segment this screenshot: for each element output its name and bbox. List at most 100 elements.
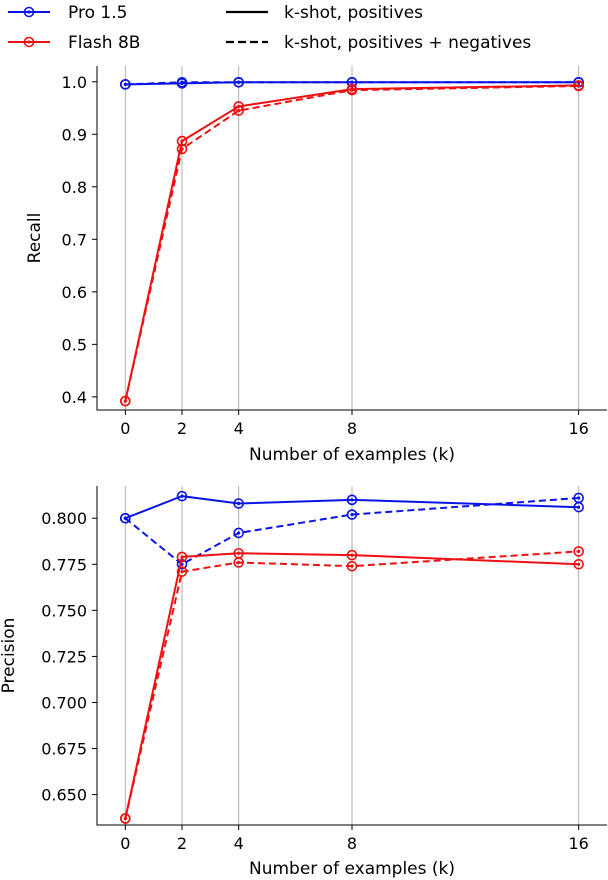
precision-y-ticks: 0.650 0.675 0.700 0.725 0.750 0.775 0.800	[41, 509, 97, 805]
precision-point-dot-flash-8b-pos-k4	[237, 551, 241, 555]
recall-point-dot-flash-8b-pos-neg-k0	[123, 399, 127, 403]
recall-point-pro-1-5-pos-neg-k4	[233, 76, 244, 88]
precision-x-tick-label-0: 0	[120, 834, 130, 853]
recall-axes-spines	[96, 66, 607, 411]
precision-point-dot-flash-8b-pos-neg-k2	[180, 570, 184, 574]
precision-y-tick-label-2: 0.700	[41, 693, 87, 712]
legend-pro-label: Pro 1.5	[68, 3, 127, 23]
precision-point-pro-1-5-pos-k8	[346, 494, 358, 506]
precision-point-pro-1-5-pos-neg-k8	[346, 509, 358, 520]
recall-plot: 0 2 4 8 16 0.4 0.5 0.6 0.7 0.8 0.9 1.0 Number of e…	[25, 66, 607, 465]
recall-point-pro-1-5-pos-neg-k8	[346, 76, 358, 88]
precision-x-tick-label-2: 2	[177, 834, 187, 853]
precision-y-tick-label-5: 0.775	[41, 555, 87, 574]
recall-y-tick-label-4: 0.8	[62, 178, 87, 197]
recall-point-dot-pro-1-5-pos-neg-k8	[350, 80, 354, 84]
precision-point-flash-8b-pos-k2	[176, 551, 188, 563]
precision-point-dot-flash-8b-pos-neg-k8	[350, 564, 354, 568]
recall-x-tick-label-4: 4	[234, 419, 244, 438]
precision-point-flash-8b-pos-neg-k0	[120, 813, 131, 824]
recall-y-tick-label-1: 0.5	[62, 335, 87, 354]
recall-series	[120, 76, 584, 407]
legend-pro-marker	[23, 6, 35, 18]
legend-flash-marker-dot	[27, 40, 31, 44]
recall-point-dot-pro-1-5-pos-neg-k2	[180, 80, 184, 84]
legend-entry-flash: Flash 8B	[8, 33, 140, 53]
recall-point-flash-8b-pos-neg-k16	[573, 80, 584, 92]
precision-y-tick-label-6: 0.800	[41, 509, 87, 528]
recall-point-pro-1-5-pos-neg-k2	[176, 76, 188, 88]
recall-point-dot-flash-8b-pos-neg-k2	[180, 147, 184, 151]
precision-point-dot-flash-8b-pos-k2	[180, 555, 184, 559]
precision-point-dot-pro-1-5-pos-neg-k8	[350, 512, 354, 517]
recall-x-tick-label-2: 2	[177, 419, 187, 438]
recall-x-ticks: 0 2 4 8 16	[120, 410, 589, 438]
recall-point-dot-flash-8b-pos-neg-k8	[350, 88, 354, 92]
precision-point-pro-1-5-pos-neg-k16	[573, 492, 584, 504]
recall-point-flash-8b-pos-neg-k0	[120, 395, 131, 407]
precision-point-dot-pro-1-5-pos-neg-k16	[577, 496, 581, 500]
precision-point-dot-flash-8b-pos-k8	[350, 553, 354, 557]
precision-point-dot-pro-1-5-pos-k4	[237, 501, 241, 506]
recall-point-dot-flash-8b-pos-neg-k4	[237, 109, 241, 113]
legend-entry-pro: Pro 1.5	[8, 3, 127, 23]
legend-flash-label: Flash 8B	[68, 33, 140, 53]
precision-point-flash-8b-pos-neg-k8	[346, 560, 358, 572]
precision-y-axis-label: Precision	[0, 618, 19, 694]
precision-point-pro-1-5-pos-k2	[176, 490, 188, 502]
legend-positives-negatives-label: k-shot, positives + negatives	[284, 33, 531, 53]
precision-y-tick-label-3: 0.725	[41, 647, 87, 666]
precision-point-dot-flash-8b-pos-neg-k4	[237, 560, 241, 565]
recall-y-ticks: 0.4 0.5 0.6 0.7 0.8 0.9 1.0	[62, 73, 97, 407]
recall-y-tick-label-0: 0.4	[62, 388, 87, 407]
precision-point-pro-1-5-pos-k4	[233, 498, 244, 509]
recall-y-tick-label-2: 0.6	[62, 283, 87, 302]
recall-point-dot-flash-8b-pos-neg-k16	[577, 84, 581, 88]
legend-pro-marker-dot	[27, 10, 31, 14]
recall-point-flash-8b-pos-neg-k4	[233, 105, 244, 116]
precision-y-tick-label-1: 0.675	[41, 740, 87, 759]
legend: Pro 1.5 Flash 8B k-shot, positives k-sho…	[8, 3, 531, 53]
precision-point-dot-pro-1-5-pos-neg-k4	[237, 531, 241, 535]
legend-flash-marker	[23, 36, 35, 48]
recall-point-dot-flash-8b-pos-k2	[180, 139, 184, 143]
recall-x-tick-label-8: 8	[347, 419, 357, 438]
precision-point-dot-pro-1-5-pos-k2	[180, 494, 184, 498]
legend-entry-positives: k-shot, positives	[226, 3, 423, 23]
recall-point-flash-8b-pos-neg-k8	[346, 84, 358, 96]
recall-y-axis-label: Recall	[25, 213, 45, 264]
precision-point-flash-8b-pos-k8	[346, 549, 358, 561]
recall-y-tick-label-3: 0.7	[62, 230, 87, 249]
precision-point-dot-pro-1-5-pos-k16	[577, 505, 581, 509]
recall-y-tick-label-6: 1.0	[62, 73, 87, 92]
recall-x-tick-label-0: 0	[120, 419, 130, 438]
recall-point-flash-8b-pos-neg-k2	[176, 143, 188, 155]
precision-point-dot-pro-1-5-pos-neg-k0	[123, 516, 127, 520]
recall-y-tick-label-5: 0.9	[62, 125, 87, 144]
precision-x-tick-label-4: 4	[234, 834, 244, 853]
legend-entry-positives-negatives: k-shot, positives + negatives	[226, 33, 531, 53]
precision-point-pro-1-5-pos-neg-k0	[120, 512, 131, 524]
recall-x-axis-label: Number of examples (k)	[249, 445, 455, 465]
precision-point-flash-8b-pos-neg-k2	[176, 566, 188, 577]
precision-point-dot-flash-8b-pos-neg-k16	[577, 549, 581, 554]
precision-series	[120, 490, 584, 824]
precision-x-tick-label-16: 16	[568, 834, 588, 853]
precision-point-dot-flash-8b-pos-k16	[577, 562, 581, 566]
precision-y-tick-label-4: 0.750	[41, 601, 87, 620]
precision-x-ticks: 0 2 4 8 16	[120, 825, 589, 853]
recall-point-pro-1-5-pos-neg-k0	[120, 79, 131, 90]
precision-point-flash-8b-pos-neg-k16	[573, 546, 584, 557]
precision-x-axis-label: Number of examples (k)	[249, 859, 455, 879]
precision-plot: 0 2 4 8 16 0.650 0.675 0.700 0.725 0.750 0.775 0.8…	[0, 486, 607, 879]
precision-y-tick-label-0: 0.650	[41, 786, 87, 805]
recall-point-dot-pro-1-5-pos-neg-k4	[237, 80, 241, 84]
precision-point-flash-8b-pos-k16	[573, 559, 584, 570]
recall-point-dot-pro-1-5-pos-neg-k0	[123, 82, 127, 86]
recall-point-flash-8b-pos-k2	[176, 135, 188, 147]
precision-grid	[124, 486, 580, 825]
precision-x-tick-label-8: 8	[347, 834, 357, 853]
recall-x-tick-label-16: 16	[568, 419, 588, 438]
precision-point-dot-pro-1-5-pos-k8	[350, 498, 354, 502]
